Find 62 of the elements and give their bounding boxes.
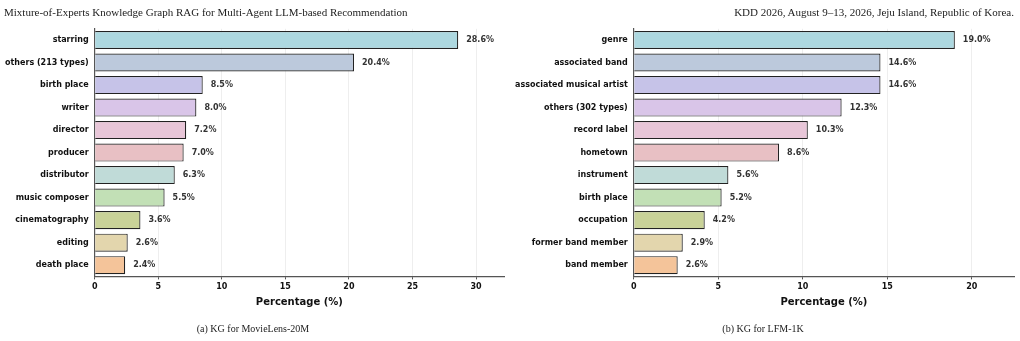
y-tick-label: former band member bbox=[531, 237, 628, 247]
x-tick-label: 0 bbox=[630, 282, 637, 292]
y-tick-label: cinematography bbox=[15, 215, 90, 225]
y-tick-label: starring bbox=[52, 35, 89, 45]
text: (b) KG for LFM-1K bbox=[722, 322, 805, 335]
data-label: 10.3% bbox=[815, 125, 844, 135]
x-axis-title: Percentage (%) bbox=[780, 295, 868, 307]
y-tick-label: occupation bbox=[578, 215, 629, 225]
data-label: 8.0% bbox=[204, 102, 227, 112]
x-tick-label: 15 bbox=[881, 282, 894, 292]
data-label: 14.6% bbox=[888, 57, 917, 67]
text: KDD 2026, August 9–13, 2026, Jeju Island, Republic of Korea. bbox=[734, 6, 1014, 18]
y-tick-label: producer bbox=[47, 147, 89, 157]
x-axis-title: Percentage (%) bbox=[255, 295, 343, 307]
data-label: 14.6% bbox=[888, 80, 917, 90]
data-label: 5.6% bbox=[736, 170, 759, 180]
y-tick-label: birth place bbox=[579, 192, 629, 202]
y-tick-label: distributor bbox=[40, 170, 89, 180]
data-label: 8.6% bbox=[787, 147, 810, 157]
y-tick-label: others (302 types) bbox=[544, 102, 628, 112]
data-label: 5.2% bbox=[729, 192, 752, 202]
data-label: 20.4% bbox=[362, 57, 390, 67]
data-label: 2.9% bbox=[690, 237, 713, 247]
data-label: 7.0% bbox=[191, 147, 214, 157]
y-tick-label: hometown bbox=[580, 147, 629, 157]
y-tick-label: record label bbox=[573, 125, 629, 135]
x-tick-label: 25 bbox=[406, 282, 419, 292]
x-tick-label: 20 bbox=[966, 282, 978, 292]
x-tick-label: 15 bbox=[279, 282, 292, 292]
data-label: 7.2% bbox=[194, 125, 217, 135]
data-label: 2.6% bbox=[135, 237, 158, 247]
x-tick-label: 10 bbox=[216, 282, 228, 292]
y-tick-label: instrument bbox=[577, 170, 628, 180]
y-tick-label: writer bbox=[61, 102, 89, 112]
x-tick-label: 5 bbox=[155, 282, 162, 292]
data-label: 19.0% bbox=[962, 35, 991, 45]
data-label: 12.3% bbox=[849, 102, 878, 112]
y-tick-label: associated musical artist bbox=[515, 80, 628, 90]
text: Mixture-of-Experts Knowledge Graph RAG for Multi-Agent LLM-based Recommendation bbox=[4, 6, 408, 18]
x-tick-label: 0 bbox=[91, 282, 98, 292]
y-tick-label: others (213 types) bbox=[5, 57, 89, 67]
y-tick-label: associated band bbox=[554, 57, 629, 67]
data-label: 28.6% bbox=[466, 35, 494, 45]
y-tick-label: director bbox=[52, 125, 89, 135]
y-tick-label: music composer bbox=[15, 192, 89, 202]
y-tick-label: death place bbox=[35, 260, 90, 270]
y-tick-label: band member bbox=[565, 260, 628, 270]
y-tick-label: birth place bbox=[39, 80, 90, 90]
y-tick-label: genre bbox=[601, 35, 629, 45]
x-tick-label: 20 bbox=[343, 282, 355, 292]
text: (a) KG for MovieLens-20M bbox=[196, 322, 310, 335]
x-tick-label: 10 bbox=[797, 282, 809, 292]
y-tick-label: editing bbox=[56, 237, 89, 247]
data-label: 5.5% bbox=[172, 192, 195, 202]
data-label: 2.6% bbox=[685, 260, 708, 270]
data-label: 6.3% bbox=[182, 170, 205, 180]
x-tick-label: 30 bbox=[470, 282, 483, 292]
data-label: 8.5% bbox=[210, 80, 233, 90]
data-label: 3.6% bbox=[148, 215, 171, 225]
data-label: 4.2% bbox=[712, 215, 735, 225]
data-label: 2.4% bbox=[133, 260, 156, 270]
x-tick-label: 5 bbox=[715, 282, 722, 292]
